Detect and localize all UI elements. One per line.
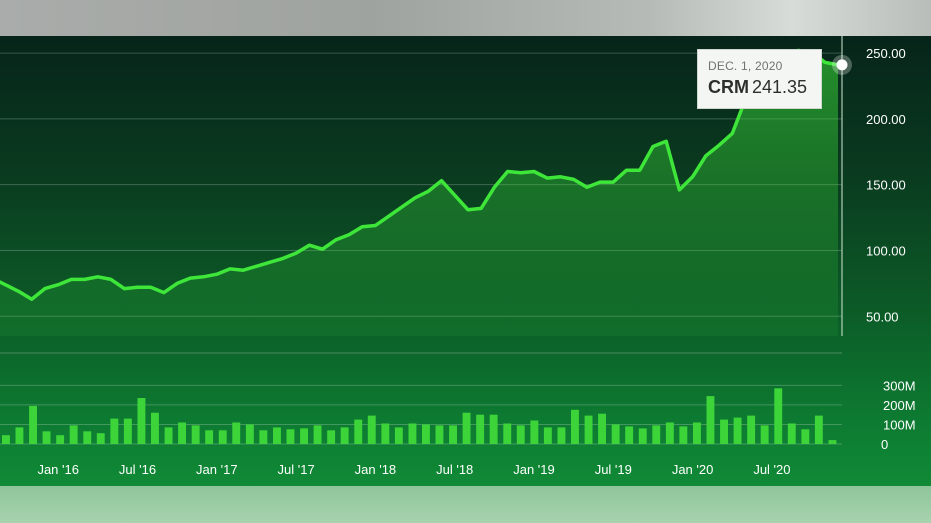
volume-bar [516,425,525,444]
volume-bar [489,414,498,444]
volume-bar [164,427,173,444]
time-tick-label: Jan '17 [196,462,238,477]
volume-bar [584,415,593,444]
bottom-background-band [0,486,931,523]
volume-bar [327,430,336,444]
volume-bar [232,422,241,444]
volume-bar [476,414,485,444]
volume-bar [787,423,796,444]
volume-bar [760,425,769,444]
price-tooltip: DEC. 1, 2020 CRM 241.35 [697,49,822,109]
volume-bar [828,440,837,444]
volume-tick-label: 300M [883,378,916,393]
volume-bar [652,425,661,444]
price-tick-label: 200.00 [866,112,906,127]
volume-bar [638,428,647,444]
volume-bar [394,427,403,444]
time-tick-label: Jan '20 [672,462,714,477]
volume-bar [29,405,37,444]
price-tick-label: 100.00 [866,243,906,258]
volume-bar [408,423,417,444]
volume-bar [354,419,363,444]
volume-bar [543,427,552,444]
volume-bar [178,422,186,444]
price-line [0,48,840,301]
volume-bar [733,417,742,444]
price-axis-labels: 50.00 100.00 150.00 200.00 250.00 [866,46,906,324]
volume-bar [462,412,471,444]
volume-bar [205,430,214,444]
volume-tick-label: 0 [881,437,888,452]
tooltip-price-value: 241.35 [752,77,808,97]
volume-bar [69,425,78,444]
volume-bar [245,424,254,444]
volume-bar [110,418,119,444]
time-tick-label: Jul '17 [278,462,315,477]
price-tick-label: 150.00 [866,178,906,193]
volume-bar [381,423,390,444]
hover-point-marker[interactable] [836,59,848,71]
volume-bar [340,427,349,444]
volume-bar [720,419,728,444]
volume-bar [96,433,105,444]
volume-bar [15,427,24,444]
volume-bar [625,426,634,444]
top-background-band [0,0,931,36]
volume-bar [665,422,674,444]
volume-bar [679,426,688,444]
volume-bar [571,409,579,444]
time-tick-label: Jul '16 [119,462,156,477]
price-area-fill [0,50,838,336]
price-tick-label: 50.00 [866,309,899,324]
volume-bar [814,415,823,444]
volume-bar [137,398,146,444]
volume-bar [747,415,756,444]
tooltip-ticker: CRM [708,77,749,97]
volume-bar [218,430,227,444]
stock-chart-panel: 50.00 100.00 150.00 200.00 250.00 0 100M 200M 3… [0,36,931,486]
volume-bar [56,435,65,444]
time-tick-label: Jul '19 [595,462,632,477]
volume-bar [503,423,512,444]
volume-axis-labels: 0 100M 200M 300M [881,378,916,452]
volume-bar [300,428,308,444]
volume-bar [83,431,92,444]
volume-bar [191,425,200,444]
volume-bar [706,396,715,444]
time-tick-label: Jan '16 [37,462,79,477]
time-tick-label: Jan '19 [513,462,555,477]
volume-tick-label: 100M [883,417,916,432]
volume-bar [693,422,701,444]
volume-bar [286,429,295,444]
volume-bar [422,424,430,444]
volume-bar [801,429,810,444]
volume-bar [774,388,783,444]
volume-bar [557,427,566,444]
volume-bar [259,430,268,444]
volume-bar [367,415,376,444]
price-tick-label: 250.00 [866,46,906,61]
volume-bars [2,388,837,444]
volume-bar [2,435,10,444]
time-tick-label: Jul '18 [436,462,473,477]
volume-bar [151,412,159,444]
volume-bar [449,425,457,444]
volume-bar [611,424,620,444]
volume-bar [435,425,444,444]
volume-bar [530,420,539,444]
tooltip-price-line: CRM 241.35 [708,77,811,98]
volume-bar [273,427,281,444]
volume-bar [123,418,132,444]
stock-chart: 50.00 100.00 150.00 200.00 250.00 0 100M 200M 3… [0,36,916,477]
tooltip-date: DEC. 1, 2020 [708,59,783,73]
time-tick-label: Jan '18 [355,462,397,477]
volume-bar [598,413,606,444]
volume-tick-label: 200M [883,398,916,413]
volume-bar [42,431,51,444]
volume-bar [313,425,322,444]
time-tick-label: Jul '20 [753,462,790,477]
time-axis-labels: Jan '16 Jul '16 Jan '17 Jul '17 Jan '18 Jul '… [37,462,790,477]
